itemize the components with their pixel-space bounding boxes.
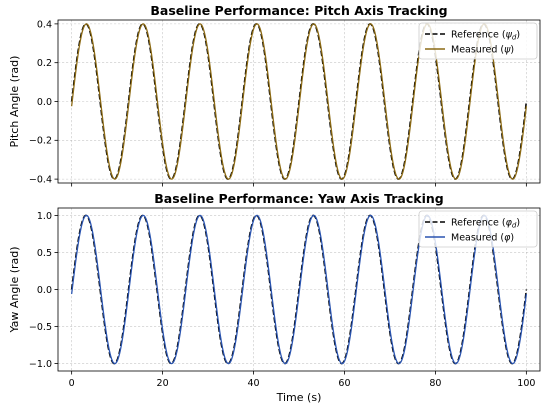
yaw-x-tick-label: 60 — [338, 378, 350, 389]
yaw-y-tick-label: −1.0 — [29, 359, 52, 370]
yaw-legend-measured-label: Measured (φ) — [451, 233, 514, 244]
pitch-y-tick-label: 0.0 — [37, 97, 52, 108]
yaw-y-tick-label: 0.0 — [37, 285, 52, 296]
pitch-axis-plot: −0.4 −0.2 0.0 0.2 0.4 Baseline Performance: P… — [8, 3, 541, 187]
pitch-legend-reference-label: Reference (ψd) — [451, 30, 520, 42]
yaw-measured-series-line — [70, 214, 528, 365]
yaw-x-tick-label: 80 — [429, 378, 441, 389]
yaw-x-tick-label: 40 — [247, 378, 259, 389]
yaw-axis-plot: 0 20 40 60 80 100 −1.0 −0.5 0.0 0.5 1.0 Baseline Pe… — [8, 191, 541, 404]
yaw-x-tick-label: 0 — [69, 378, 75, 389]
pitch-measured-series-line — [70, 23, 528, 180]
pitch-legend-box — [418, 22, 538, 60]
yaw-x-axis-label: Time (s) — [276, 391, 322, 404]
yaw-x-tick-label: 20 — [157, 378, 169, 389]
yaw-chart-title: Baseline Performance: Yaw Axis Tracking — [154, 191, 443, 206]
pitch-y-axis-label: Pitch Angle (rad) — [8, 56, 21, 148]
yaw-y-tick-label: 0.5 — [37, 248, 52, 259]
pitch-y-tick-label: 0.4 — [37, 19, 52, 30]
yaw-legend-box — [418, 210, 538, 248]
pitch-y-tick-label: −0.2 — [29, 136, 52, 147]
pitch-legend-measured-label: Measured (ψ) — [451, 45, 514, 56]
pitch-chart-title: Baseline Performance: Pitch Axis Trackin… — [150, 3, 447, 18]
yaw-y-tick-label: −0.5 — [29, 322, 52, 333]
yaw-y-axis-label: Yaw Angle (rad) — [8, 246, 21, 333]
pitch-y-tick-label: 0.2 — [37, 58, 52, 69]
pitch-y-tick-label: −0.4 — [29, 175, 52, 186]
yaw-x-tick-label: 100 — [517, 378, 535, 389]
yaw-y-tick-label: 1.0 — [37, 211, 52, 222]
yaw-legend-reference-label: Reference (φd) — [451, 218, 520, 230]
